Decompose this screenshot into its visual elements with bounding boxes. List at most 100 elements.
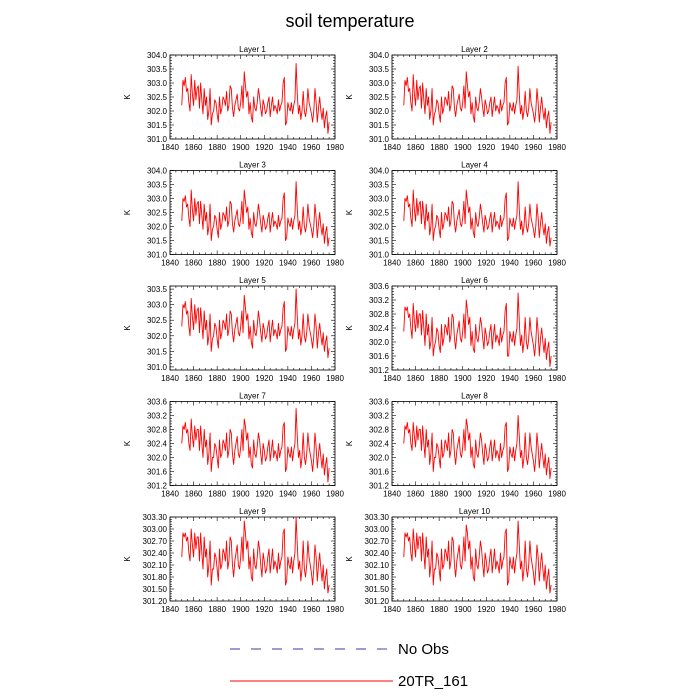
y-tick-label: 304.0 bbox=[147, 51, 168, 60]
x-tick-label: 1920 bbox=[255, 605, 273, 614]
x-tick-label: 1840 bbox=[161, 374, 179, 383]
x-tick-label: 1880 bbox=[430, 490, 448, 499]
x-tick-label: 1860 bbox=[407, 490, 425, 499]
y-tick-label: 302.5 bbox=[369, 93, 390, 102]
y-tick-label: 302.0 bbox=[369, 223, 390, 232]
x-tick-label: 1840 bbox=[161, 490, 179, 499]
plot-frame bbox=[391, 285, 558, 371]
y-tick-label: 302.4 bbox=[369, 324, 390, 333]
y-tick-label: 303.30 bbox=[365, 513, 390, 522]
x-tick-label: 1860 bbox=[185, 605, 203, 614]
x-tick-label: 1880 bbox=[430, 143, 448, 152]
x-tick-label: 1960 bbox=[525, 259, 543, 268]
plot-frame bbox=[169, 285, 336, 371]
x-tick-label: 1940 bbox=[501, 605, 519, 614]
y-tick-label: 302.0 bbox=[369, 107, 390, 116]
y-tick-label: 301.0 bbox=[369, 135, 390, 144]
y-tick-label: 302.8 bbox=[369, 426, 390, 435]
y-tick-label: 302.70 bbox=[143, 537, 168, 546]
series-line-20tr-161 bbox=[403, 415, 552, 479]
panel-title: Layer 4 bbox=[461, 161, 488, 170]
y-tick-label: 301.20 bbox=[143, 597, 168, 606]
x-tick-label: 1860 bbox=[407, 259, 425, 268]
panel-layer-5: Layer 5 K 1840 1860 1880 1900 1920 1940 1960 1980… bbox=[123, 276, 344, 383]
y-tick-label: 302.40 bbox=[143, 549, 168, 558]
x-tick-label: 1860 bbox=[185, 374, 203, 383]
x-tick-label: 1920 bbox=[255, 259, 273, 268]
series-line-20tr-161 bbox=[181, 62, 330, 134]
panel-layer-7: Layer 7 K 1840 1860 1880 1900 1920 1940 1960 1980… bbox=[123, 392, 344, 499]
x-tick-label: 1980 bbox=[548, 490, 566, 499]
x-tick-label: 1920 bbox=[477, 259, 495, 268]
y-tick-label: 302.0 bbox=[369, 338, 390, 347]
panel-title: Layer 8 bbox=[461, 392, 488, 401]
y-tick-label: 303.30 bbox=[143, 513, 168, 522]
y-tick-label: 304.0 bbox=[369, 51, 390, 60]
y-tick-label: 303.0 bbox=[147, 195, 168, 204]
panel-layer-3: Layer 3 K 1840 1860 1880 1900 1920 1940 1960 1980… bbox=[123, 161, 344, 268]
y-tick-label: 304.0 bbox=[147, 167, 168, 176]
panel-title: Layer 5 bbox=[239, 276, 266, 285]
x-tick-label: 1940 bbox=[501, 490, 519, 499]
panel-title: Layer 3 bbox=[239, 161, 266, 170]
x-tick-label: 1900 bbox=[454, 374, 472, 383]
y-axis-label: K bbox=[345, 325, 354, 331]
panel-layer-9: Layer 9 K 1840 1860 1880 1900 1920 1940 1960 1980… bbox=[123, 507, 344, 614]
y-axis-label: K bbox=[345, 94, 354, 100]
x-tick-label: 1860 bbox=[407, 374, 425, 383]
y-tick-label: 301.2 bbox=[369, 366, 390, 375]
y-axis-label: K bbox=[123, 325, 132, 331]
y-tick-label: 302.5 bbox=[147, 316, 168, 325]
y-tick-label: 303.5 bbox=[369, 65, 390, 74]
panels: Layer 1 K 1840 1860 1880 1900 1920 1940 1960 1980… bbox=[123, 45, 566, 614]
x-tick-label: 1980 bbox=[548, 605, 566, 614]
x-tick-label: 1960 bbox=[525, 374, 543, 383]
panel-title: Layer 7 bbox=[239, 392, 266, 401]
x-tick-label: 1980 bbox=[326, 374, 344, 383]
y-tick-label: 301.5 bbox=[369, 237, 390, 246]
y-tick-label: 303.0 bbox=[369, 195, 390, 204]
y-tick-label: 301.0 bbox=[147, 251, 168, 260]
x-tick-label: 1900 bbox=[232, 259, 250, 268]
series-line-20tr-161 bbox=[181, 288, 330, 359]
x-tick-label: 1880 bbox=[208, 490, 226, 499]
plot-frame bbox=[169, 54, 336, 140]
x-tick-label: 1860 bbox=[185, 143, 203, 152]
y-tick-label: 302.8 bbox=[147, 426, 168, 435]
y-axis-label: K bbox=[123, 209, 132, 215]
x-tick-label: 1880 bbox=[208, 143, 226, 152]
x-tick-label: 1920 bbox=[255, 374, 273, 383]
x-tick-label: 1860 bbox=[185, 490, 203, 499]
y-tick-label: 302.5 bbox=[147, 209, 168, 218]
y-axis-label: K bbox=[123, 556, 132, 562]
plot-frame bbox=[169, 401, 336, 486]
plot-frame bbox=[391, 54, 558, 140]
x-tick-label: 1900 bbox=[232, 490, 250, 499]
y-tick-label: 301.2 bbox=[369, 482, 390, 491]
x-tick-label: 1880 bbox=[208, 374, 226, 383]
x-tick-label: 1960 bbox=[525, 490, 543, 499]
x-tick-label: 1900 bbox=[454, 605, 472, 614]
x-tick-label: 1860 bbox=[407, 605, 425, 614]
y-tick-label: 302.4 bbox=[369, 440, 390, 449]
x-tick-label: 1840 bbox=[383, 374, 401, 383]
plot-frame bbox=[391, 516, 558, 602]
panel-title: Layer 2 bbox=[461, 45, 488, 54]
panel-title: Layer 9 bbox=[239, 507, 266, 516]
panel-layer-1: Layer 1 K 1840 1860 1880 1900 1920 1940 1960 1980… bbox=[123, 45, 344, 152]
y-tick-label: 302.0 bbox=[147, 223, 168, 232]
plot-frame bbox=[391, 401, 558, 486]
y-tick-label: 302.10 bbox=[143, 561, 168, 570]
y-tick-label: 303.0 bbox=[369, 79, 390, 88]
x-tick-label: 1960 bbox=[303, 259, 321, 268]
x-tick-label: 1960 bbox=[525, 143, 543, 152]
x-tick-label: 1840 bbox=[383, 605, 401, 614]
x-tick-label: 1860 bbox=[407, 143, 425, 152]
y-tick-label: 301.5 bbox=[147, 121, 168, 130]
panel-title: Layer 6 bbox=[461, 276, 488, 285]
y-tick-label: 303.6 bbox=[369, 282, 390, 291]
panel-layer-6: Layer 6 K 1840 1860 1880 1900 1920 1940 1960 1980… bbox=[345, 276, 566, 383]
x-tick-label: 1840 bbox=[161, 259, 179, 268]
y-tick-label: 301.0 bbox=[147, 363, 168, 372]
